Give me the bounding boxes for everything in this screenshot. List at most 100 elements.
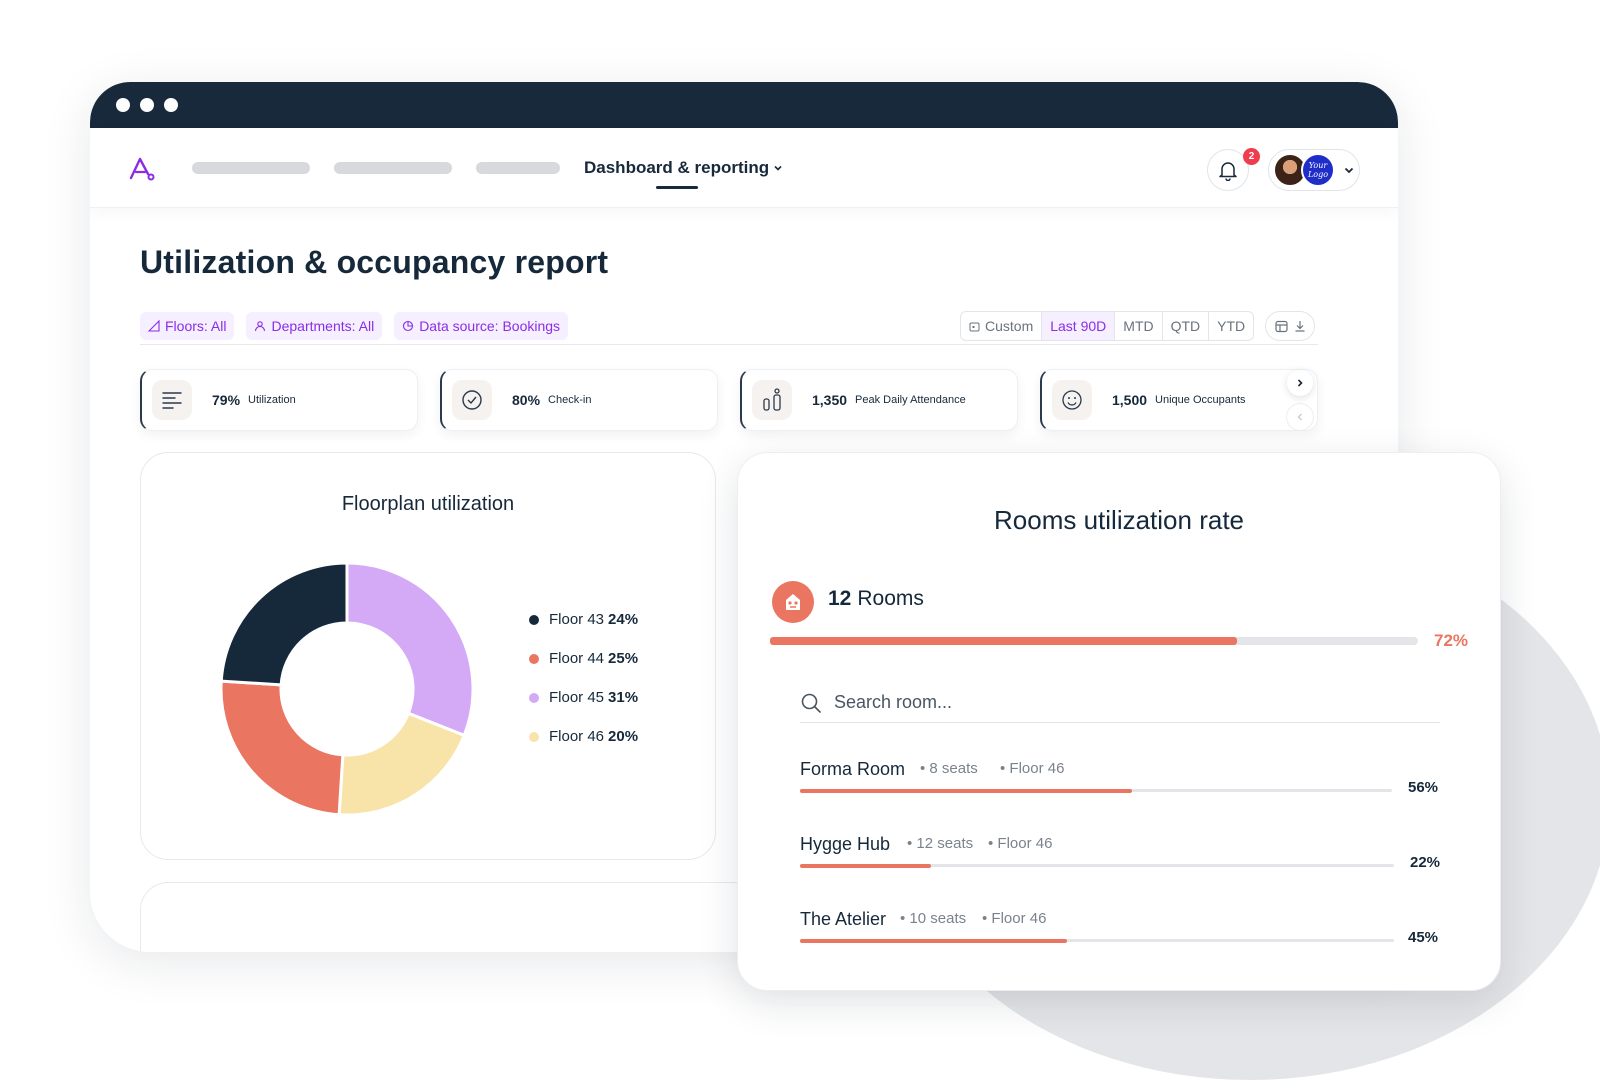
filter-departments[interactable]: Departments: All [246,312,383,340]
filter-label: Data source: Bookings [419,318,561,334]
room-name: Hygge Hub [800,834,891,854]
kpi-card-unique-occupants[interactable]: 1,500 Unique Occupants [1040,369,1318,431]
window-dot [116,98,130,112]
nav-item-placeholder[interactable] [192,161,310,174]
app-logo-icon[interactable] [128,154,156,182]
window-dot [140,98,154,112]
chevron-down-icon [1344,167,1354,174]
legend-item-floor-44[interactable]: Floor 44 25% [529,650,638,667]
rooms-count-label: Rooms [857,587,924,610]
people-icon [752,380,792,420]
nav-item-placeholder[interactable] [476,161,560,174]
legend-item-floor-45[interactable]: Floor 45 31% [529,689,638,706]
chevron-left-icon [1297,413,1302,421]
card-title: Rooms utilization rate [994,505,1244,535]
room-seats-value: 10 seats [909,910,967,927]
floorplan-utilization-card: Floorplan utilization Floor 43 24% Floor… [140,452,716,860]
room-seats: • 8 seats [920,760,978,777]
legend-swatch [529,653,539,664]
search-icon [801,693,821,713]
room-search[interactable] [800,683,1440,723]
department-icon [255,321,266,332]
filter-data-source[interactable]: Data source: Bookings [394,312,569,340]
donut-chart [219,561,475,817]
room-floor: • Floor 46 [1000,760,1065,777]
room-row-the-atelier[interactable]: The Atelier • 10 seats • Floor 46 45% [800,909,1440,949]
floor-icon [148,320,160,332]
donut-slice-floor-45[interactable] [345,561,475,738]
notifications-button[interactable] [1207,149,1249,191]
legend-item-floor-43[interactable]: Floor 43 24% [529,611,638,628]
overall-utilization-fill [770,637,1237,645]
calendar-icon [969,322,980,331]
kpi-label: Utilization [248,394,296,406]
table-icon [1274,320,1288,332]
range-qtd[interactable]: QTD [1163,312,1210,340]
download-icon [1295,321,1304,332]
room-floor: • Floor 46 [982,910,1047,927]
legend-swatch [529,692,539,703]
rooms-count: 12 Rooms [828,587,924,611]
nav-item-dashboard-reporting[interactable]: Dashboard & reporting [584,157,783,189]
brand-logo: Your Logo [1301,153,1335,187]
room-floor-value: Floor 46 [1009,760,1065,777]
legend-value: 20% [608,728,639,745]
room-seats-value: 8 seats [929,760,978,777]
room-row-forma-room[interactable]: Forma Room • 8 seats • Floor 46 56% [800,759,1440,799]
legend-value: 25% [608,650,639,667]
room-seats: • 12 seats [907,835,974,852]
filter-floors[interactable]: Floors: All [140,312,235,340]
range-label: Custom [985,318,1034,334]
overall-utilization-bar [770,637,1418,645]
kpi-card-utilization[interactable]: 79% Utilization [140,369,418,431]
kpi-label: Unique Occupants [1155,394,1246,406]
next-report-card [140,882,760,952]
room-utilization-bar [800,938,1394,943]
account-menu[interactable]: Your Logo [1268,149,1360,191]
data-source-icon [403,320,414,332]
kpi-card-check-in[interactable]: 80% Check-in [440,369,718,431]
kpi-value: 79% [212,392,241,408]
room-row-hygge-hub[interactable]: Hygge Hub • 12 seats • Floor 46 22% [800,834,1440,874]
window-dot [164,98,178,112]
chart-legend: Floor 43 24% Floor 44 25% Floor 45 31% F… [529,611,638,745]
rooms-count-value: 12 [828,587,852,610]
page-title: Utilization & occupancy report [140,244,609,280]
filter-bar: Floors: All Departments: All Data source… [140,312,569,340]
room-name: The Atelier [800,909,887,929]
overall-utilization-value: 72% [1434,631,1469,650]
search-input[interactable] [834,692,1394,713]
next-kpi-button[interactable] [1287,370,1313,396]
range-last-90d[interactable]: Last 90D [1042,312,1116,340]
active-tab-indicator [656,185,698,189]
window-titlebar [90,82,1398,128]
donut-slice-floor-44[interactable] [219,679,345,817]
room-utilization-bar [800,863,1394,868]
range-ytd[interactable]: YTD [1217,318,1246,334]
legend-item-floor-46[interactable]: Floor 46 20% [529,728,638,745]
kpi-card-peak-attendance[interactable]: 1,350 Peak Daily Attendance [740,369,1018,431]
range-mtd[interactable]: MTD [1115,312,1163,340]
notification-badge: 2 [1243,148,1260,165]
filter-divider [140,344,1318,345]
room-floor: • Floor 46 [988,835,1053,852]
donut-slice-floor-46[interactable] [337,711,467,817]
check-circle-icon [452,380,492,420]
room-seats-value: 12 seats [916,835,974,852]
nav-item-label: Dashboard & reporting [584,157,770,177]
room-utilization-value: 45% [1408,929,1439,946]
export-button[interactable] [1265,311,1315,341]
chart-title: Floorplan utilization [341,493,515,515]
prev-kpi-button[interactable] [1287,404,1313,430]
filter-label: Floors: All [165,318,227,334]
kpi-label: Check-in [548,394,592,406]
nav-item-placeholder[interactable] [334,161,452,174]
legend-value: 24% [608,611,639,628]
room-floor-value: Floor 46 [997,835,1053,852]
top-navigation: Dashboard & reporting 2 Your Logo [90,128,1398,208]
legend-label: Floor 44 [549,650,605,667]
donut-slice-floor-43[interactable] [219,561,349,687]
range-custom[interactable]: Custom [961,312,1043,340]
legend-swatch [529,731,539,742]
